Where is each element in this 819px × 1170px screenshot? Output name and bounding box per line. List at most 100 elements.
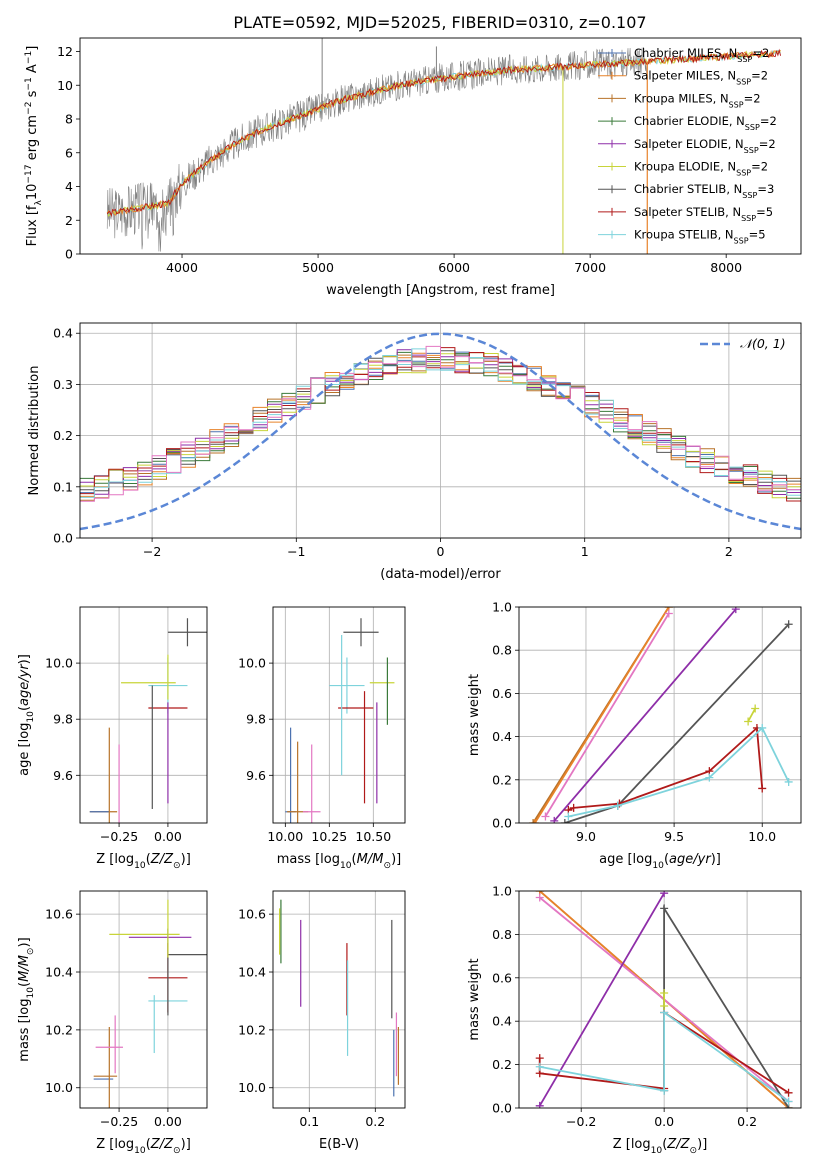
weight-marker [535, 1101, 544, 1108]
weight-line [564, 623, 790, 823]
x-tick-label: 0.0 [654, 1114, 674, 1129]
weight-marker [660, 904, 669, 913]
y-tick-label: 0.3 [53, 377, 73, 392]
axes-frame [272, 890, 406, 1109]
y-axis-label: age [log10(age/yr)] [17, 654, 36, 776]
y-axis-label: mass weight [467, 958, 482, 1040]
legend-entry: Salpeter MILES, NSSP=2 [634, 69, 768, 87]
y-tick-label: 0.8 [492, 643, 512, 658]
axes-mass_vs_EBV: 0.1 0.2 10.0 10.2 10.4 10.6 E(B-V) [238, 890, 406, 1152]
plot-area-residuals [80, 332, 801, 531]
figure-title: PLATE=0592, MJD=52025, FIBERID=0310, z=0… [233, 13, 646, 32]
legend: Chabrier MILES, NSSP=2 Salpeter MILES, NS… [598, 46, 777, 245]
x-tick-label: 1 [581, 544, 589, 559]
x-tick-label: −1 [287, 544, 305, 559]
y-tick-label: 0.2 [53, 428, 73, 443]
plot-area-massweight_vs_age [529, 607, 793, 823]
weight-marker [660, 988, 669, 997]
y-tick-label: 10.0 [45, 656, 73, 671]
histogram-series [80, 348, 801, 498]
legend-entry: Kroupa MILES, NSSP=2 [634, 91, 761, 109]
weight-marker [784, 1088, 793, 1097]
weight-marker [784, 777, 793, 786]
x-tick-label: 4000 [166, 260, 198, 275]
axes-frame [79, 322, 802, 539]
y-tick-label: 0.4 [492, 729, 512, 744]
data-spectrum-line [106, 46, 648, 252]
x-tick-label: 8000 [710, 260, 742, 275]
x-tick-label: 2 [725, 544, 733, 559]
x-axis-label: Z [log10(Z/Z⊙)] [96, 852, 191, 871]
axes-mass_vs_Z: −0.25 0.00 10.0 10.2 10.4 10.6 Z [log10(Z/Z⊙)]… [17, 890, 208, 1156]
weight-marker [613, 801, 622, 810]
plot-area-mass_vs_EBV [279, 899, 399, 1097]
x-tick-label: −2 [143, 544, 161, 559]
axes-age_vs_mass: 10.00 10.25 10.50 9.6 9.8 10.0 mass [log10(M/M… [238, 606, 406, 871]
y-tick-label: 9.6 [246, 768, 266, 783]
weight-marker [784, 620, 793, 629]
weight-marker [784, 1097, 793, 1106]
legend-entry: Chabrier STELIB, NSSP=3 [634, 182, 774, 200]
plot-area-spectrum [106, 38, 782, 254]
weight-line [663, 905, 790, 1108]
weight-marker [535, 1062, 544, 1071]
plot-area-massweight_vs_Z [535, 891, 793, 1108]
y-tick-label: 0.4 [53, 326, 73, 341]
y-tick-label: 10.4 [238, 965, 266, 980]
x-axis-label: (data-model)/error [380, 567, 501, 582]
x-tick-label: 0.00 [154, 1114, 182, 1129]
plot-area-age_vs_Z [89, 618, 207, 823]
x-tick-label: 9.5 [664, 829, 684, 844]
weight-marker [530, 819, 539, 823]
y-axis-label: Flux [fλ10−17 erg cm−2 s−1 A−1] [24, 46, 44, 247]
x-tick-label: 0.2 [737, 1114, 757, 1129]
axes-massweight_vs_Z: −0.2 0.0 0.2 0.0 0.2 0.4 0.6 0.8 1.0 Z [log10(Z/Z… [467, 884, 802, 1156]
axes-frame [79, 37, 802, 255]
y-tick-label: 6 [65, 145, 73, 160]
y-tick-label: 10.2 [238, 1022, 266, 1037]
weight-marker [660, 1086, 669, 1095]
y-tick-label: 10 [57, 78, 73, 93]
histogram-series [80, 345, 801, 502]
plot-area-mass_vs_Z [93, 899, 207, 1108]
weight-line [553, 608, 737, 822]
y-tick-label: 1.0 [492, 884, 512, 899]
weight-marker [731, 607, 740, 614]
y-tick-label: 10.6 [45, 907, 73, 922]
y-axis-label: mass weight [467, 674, 482, 756]
weight-marker [529, 819, 538, 823]
x-axis-label: mass [log10(M/M⊙)] [277, 852, 401, 871]
x-tick-label: 6000 [438, 260, 470, 275]
x-tick-label: 9.0 [576, 829, 596, 844]
x-axis-label: Z [log10(Z/Z⊙)] [613, 1137, 708, 1156]
y-tick-label: 0.6 [492, 970, 512, 985]
y-tick-label: 9.8 [246, 712, 266, 727]
axes-frame [272, 606, 406, 824]
weight-line [747, 708, 756, 722]
x-tick-label: −0.2 [566, 1114, 596, 1129]
weight-marker [660, 1002, 669, 1011]
x-tick-label: −0.25 [100, 829, 138, 844]
weight-marker [535, 1054, 544, 1063]
y-tick-label: 0.4 [492, 1014, 512, 1029]
y-tick-label: 2 [65, 213, 73, 228]
weight-marker [664, 609, 673, 618]
x-tick-label: 10.00 [267, 829, 303, 844]
weight-marker [550, 816, 559, 823]
legend-entry: Chabrier MILES, NSSP=2 [634, 46, 769, 64]
weight-marker [541, 812, 550, 821]
y-tick-label: 10.4 [45, 965, 73, 980]
y-tick-label: 10.0 [238, 656, 266, 671]
plots: 4000 5000 6000 7000 8000024681012wavelength … [17, 37, 802, 1156]
weight-marker [535, 893, 544, 902]
y-tick-label: 8 [65, 112, 73, 127]
axes-frame [518, 890, 802, 1109]
x-axis-label: wavelength [Angstrom, rest frame] [326, 283, 555, 298]
axes-spectrum: 4000 5000 6000 7000 8000 0 2 4 6 8 10 12 wavelength … [24, 37, 802, 298]
y-tick-label: 0.2 [492, 772, 512, 787]
y-tick-label: 9.6 [53, 768, 73, 783]
y-tick-label: 0 [65, 247, 73, 262]
y-tick-label: 0.0 [492, 1101, 512, 1116]
weight-line [544, 613, 670, 817]
